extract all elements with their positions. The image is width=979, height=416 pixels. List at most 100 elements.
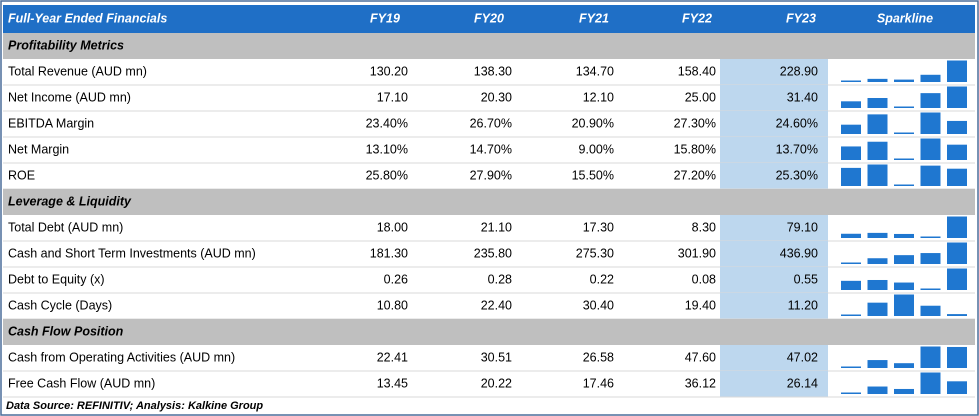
sparkline-bar [867,141,888,160]
cell-value: 12.10 [583,90,614,104]
sparkline-bar [920,288,941,290]
sparkline-bar [867,386,888,394]
row-label: Cash Cycle (Days) [8,298,112,312]
cell-value: 31.40 [787,90,818,104]
sparkline-header: Sparkline [877,11,933,25]
cell-value: 23.40% [366,116,408,130]
sparkline-bar [841,392,861,394]
sparkline-bar [947,120,967,134]
cell-value: 0.26 [384,272,408,286]
cell-value: 11.20 [788,298,818,312]
sparkline-bar [920,346,941,368]
column-header: FY22 [682,11,712,25]
cell-value: 20.30 [481,90,512,104]
cell-value: 25.80% [366,168,408,182]
sparkline-bar [894,106,914,108]
header-bar [3,5,975,33]
column-header: FY20 [474,11,504,25]
fy23-cell [720,59,828,85]
sparkline-bar [947,314,967,316]
fy23-cell [720,267,828,293]
sparkline-bar [920,74,941,82]
cell-value: 13.10% [366,142,408,156]
sparkline-bar [894,294,914,316]
sparkline-bar [947,86,967,108]
cell-value: 26.14 [787,376,818,390]
sparkline-bar [867,98,888,108]
cell-value: 20.90% [572,116,614,130]
cell-value: 9.00% [579,142,614,156]
cell-value: 47.02 [787,350,818,364]
cell-value: 10.80 [377,298,408,312]
cell-value: 15.50% [572,168,614,182]
fy23-cell [720,163,828,189]
cell-value: 0.55 [794,272,818,286]
cell-value: 138.30 [474,64,512,78]
cell-value: 22.41 [377,350,408,364]
section-title: Cash Flow Position [8,324,124,338]
sparkline-bar [920,138,941,160]
cell-value: 130.20 [370,64,408,78]
fy23-cell [720,111,828,137]
sparkline-bar [867,279,888,290]
sparkline-bar [920,93,941,108]
footer: Data Source: REFINITIV; Analysis: Kalkin… [6,400,263,412]
sparkline-bar [867,164,888,186]
sparkline-bar [894,158,914,160]
cell-value: 275.30 [576,246,614,260]
cell-value: 47.60 [685,350,716,364]
cell-value: 8.30 [692,220,716,234]
fy23-cell [720,85,828,111]
sparkline-bar [894,255,914,264]
sparkline-bar [947,168,967,186]
sparkline-bar [867,302,888,316]
section-title: Profitability Metrics [8,38,124,52]
cell-value: 17.46 [583,376,614,390]
cell-value: 25.30% [776,168,818,182]
cell-value: 36.12 [685,376,716,390]
sparkline-bar [867,360,888,368]
row-label: Net Income (AUD mn) [8,90,131,104]
cell-value: 30.40 [583,298,614,312]
row-label: Free Cash Flow (AUD mn) [8,376,155,390]
column-header: FY21 [579,11,609,25]
sparkline-bar [867,232,888,238]
cell-value: 14.70% [470,142,512,156]
cell-value: 26.58 [583,350,614,364]
sparkline-bar [947,268,967,290]
sparkline-bar [920,112,941,134]
cell-value: 20.22 [481,376,512,390]
cell-value: 301.90 [678,246,716,260]
cell-value: 30.51 [481,350,512,364]
sparkline-bar [841,366,861,368]
cell-value: 27.30% [674,116,716,130]
sparkline-bar [894,184,914,186]
cell-value: 27.20% [674,168,716,182]
cell-value: 18.00 [377,220,408,234]
fy23-cell [720,137,828,163]
cell-value: 13.45 [377,376,408,390]
sparkline-bar [920,236,941,238]
cell-value: 0.22 [590,272,614,286]
cell-value: 22.40 [481,298,512,312]
sparkline-bar [947,242,967,264]
row-label: Cash and Short Term Investments (AUD mn) [8,246,256,260]
column-header: FY23 [786,11,816,25]
sparkline-bar [841,101,861,108]
sparkline-bar [841,233,861,238]
fy23-cell [720,215,828,241]
cell-value: 24.60% [776,116,818,130]
cell-value: 13.70% [776,142,818,156]
sparkline-bar [947,60,967,82]
row-label: Total Debt (AUD mn) [8,220,123,234]
row-label: Net Margin [8,142,69,156]
sparkline-bar [841,314,861,316]
section-bar [3,189,975,215]
sparkline-bar [920,253,941,264]
sparkline-bar [894,363,914,368]
sparkline-bar [867,114,888,134]
row-label: Debt to Equity (x) [8,272,105,286]
sparkline-bar [841,280,861,290]
sparkline-bar [947,144,967,160]
